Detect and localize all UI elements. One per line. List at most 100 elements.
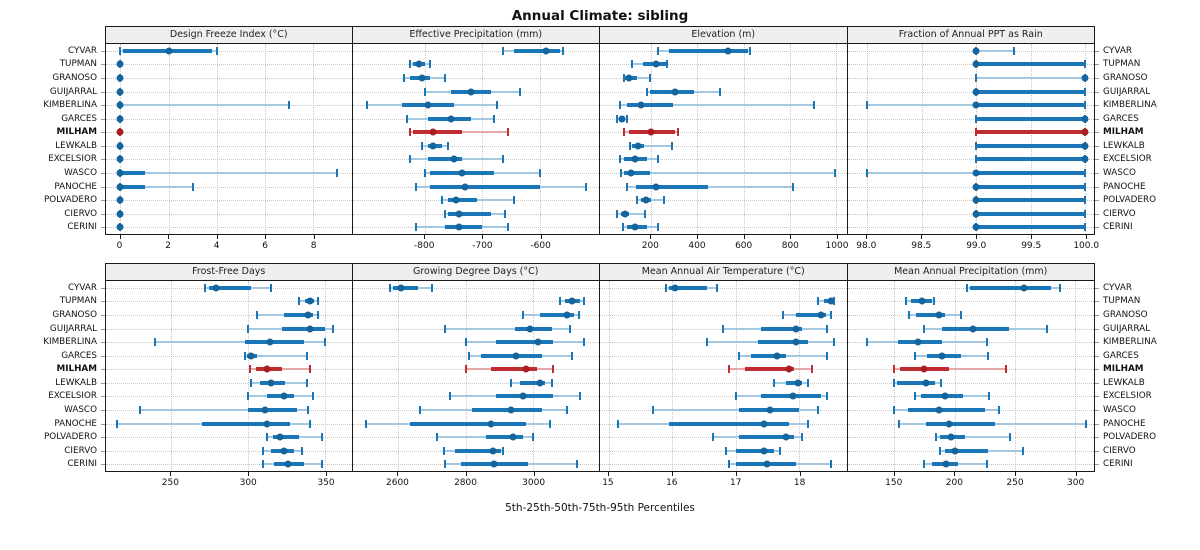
median-point xyxy=(642,196,650,204)
whisker-cap xyxy=(324,338,327,347)
bar-25th-75th xyxy=(976,184,1086,189)
whisker-cap xyxy=(866,168,869,177)
axis-tick-label: 4 xyxy=(213,241,220,251)
whisker-cap xyxy=(1008,433,1011,442)
h-gridline xyxy=(106,369,352,371)
bar-25th-75th xyxy=(244,340,304,345)
bar-25th-75th xyxy=(283,312,313,317)
whisker-cap xyxy=(656,155,659,164)
v-gridline xyxy=(921,44,923,234)
median-point xyxy=(760,447,768,455)
axis-tick xyxy=(540,235,542,239)
median-point xyxy=(671,284,679,292)
median-point xyxy=(116,169,124,177)
whisker-cap xyxy=(935,433,938,442)
whisker-cap xyxy=(1022,446,1025,455)
median-point xyxy=(415,60,423,68)
bar-25th-75th xyxy=(447,198,477,203)
median-point xyxy=(116,88,124,95)
station-label: GARCES xyxy=(1103,350,1139,361)
axis-tick xyxy=(1014,472,1016,476)
axis-tick xyxy=(482,235,484,239)
whisker-cap xyxy=(1084,419,1087,428)
y-axis-tick xyxy=(101,423,105,425)
panel-axis: 200 400 600 800 1000 xyxy=(599,235,848,257)
panel: Mean Annual Precipitation (mm) 150 200 250 3… xyxy=(846,263,1095,494)
bar-25th-75th xyxy=(248,407,298,412)
y-axis-tick xyxy=(1095,118,1099,120)
v-gridline xyxy=(1014,281,1016,471)
station-label: TUPMAN xyxy=(59,59,97,70)
h-gridline xyxy=(600,301,847,303)
median-point xyxy=(621,210,629,218)
y-axis-tick xyxy=(101,132,105,134)
median-point xyxy=(522,365,530,373)
median-point xyxy=(647,128,655,136)
whisker-cap xyxy=(435,433,438,442)
whisker-cap xyxy=(1084,182,1087,191)
axis-tick-label: 250 xyxy=(161,478,179,488)
whisker-cap xyxy=(507,223,510,232)
panel-plot xyxy=(351,44,600,235)
axis-tick xyxy=(119,235,121,239)
median-point xyxy=(509,433,517,441)
v-gridline xyxy=(533,281,535,471)
panel-plot xyxy=(105,281,353,472)
whisker-cap xyxy=(987,351,990,360)
median-point xyxy=(794,379,802,387)
median-point xyxy=(519,392,527,400)
v-gridline xyxy=(798,281,800,471)
median-point xyxy=(671,88,679,95)
station-label: POLVADERO xyxy=(43,432,97,443)
whisker-cap xyxy=(1005,365,1008,374)
bar-25th-75th xyxy=(738,435,794,440)
v-gridline xyxy=(170,281,172,471)
axis-tick xyxy=(650,235,652,239)
station-label: GRANOSO xyxy=(52,72,97,83)
station-label: CERINI xyxy=(1103,459,1133,470)
whisker-cap xyxy=(265,433,268,442)
whisker-5th-95th xyxy=(436,436,534,439)
median-point xyxy=(631,223,639,231)
station-label: PANOCHE xyxy=(54,418,97,429)
whisker-cap xyxy=(813,101,816,110)
axis-tick xyxy=(976,235,978,239)
whisker-cap xyxy=(365,101,368,110)
median-point xyxy=(760,420,768,427)
h-gridline xyxy=(106,396,352,398)
whisker-cap xyxy=(247,392,250,401)
whisker-cap xyxy=(792,182,795,191)
y-axis-tick xyxy=(1095,159,1099,161)
y-axis-tick xyxy=(101,409,105,411)
panel: Mean Annual Air Temperature (°C) 15 16 17 18 xyxy=(599,263,848,494)
y-axis-tick xyxy=(1095,105,1099,107)
whisker-cap xyxy=(308,365,311,374)
whisker-cap xyxy=(550,378,553,387)
whisker-cap xyxy=(832,338,835,347)
whisker-cap xyxy=(619,168,622,177)
median-point xyxy=(116,142,124,150)
median-point xyxy=(1081,155,1089,163)
whisker-cap xyxy=(737,351,740,360)
station-label: GARCES xyxy=(61,350,97,361)
y-axis-tick xyxy=(1095,186,1099,188)
whisker-cap xyxy=(191,182,194,191)
whisker-cap xyxy=(721,324,724,333)
median-point xyxy=(534,338,542,346)
h-gridline xyxy=(106,64,352,66)
whisker-cap xyxy=(203,283,206,292)
median-point xyxy=(972,101,980,109)
station-labels-left: CYVAR TUPMAN GRANOSO GUIJARRAL KIMBERLINA GAR… xyxy=(0,26,105,257)
axis-tick-label: 2800 xyxy=(454,478,477,488)
axis-tick-label: 17 xyxy=(729,478,742,488)
whisker-5th-95th xyxy=(155,341,326,344)
h-gridline xyxy=(106,464,352,466)
h-gridline xyxy=(847,301,1094,303)
whisker-cap xyxy=(311,392,314,401)
whisker-cap xyxy=(262,460,265,469)
bar-25th-75th xyxy=(427,157,463,162)
whisker-cap xyxy=(507,128,510,137)
y-axis-tick xyxy=(1095,328,1099,330)
station-label: GUIJARRAL xyxy=(1103,323,1151,334)
axis-tick xyxy=(671,472,673,476)
